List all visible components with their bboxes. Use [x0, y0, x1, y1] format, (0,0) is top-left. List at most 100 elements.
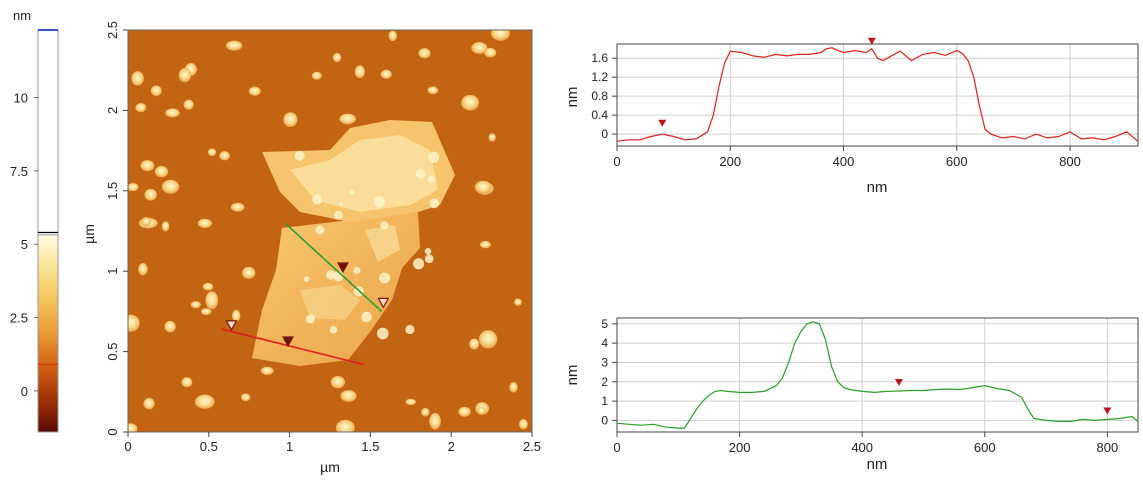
- afm-x-tick-label: 1.5: [361, 439, 379, 454]
- surface-particle: [490, 30, 510, 41]
- flake-particle: [305, 314, 316, 324]
- flake-particle: [312, 194, 323, 205]
- afm-x-tick-label: 2: [448, 439, 455, 454]
- surface-particle: [458, 406, 471, 417]
- surface-particle: [421, 407, 430, 417]
- surface-particle: [144, 188, 157, 201]
- surface-particle: [161, 179, 180, 194]
- afm-y-tick-label: 1.5: [105, 182, 120, 200]
- surface-particle: [354, 65, 365, 79]
- green-profile-y-tick-label: 4: [601, 336, 608, 350]
- surface-particle: [194, 394, 215, 409]
- cursor-marker-filled-red-line: [281, 336, 295, 348]
- surface-particle: [140, 160, 155, 172]
- red-profile-x-tick-label: 400: [833, 154, 855, 169]
- green-profile-y-tick-label: 3: [601, 355, 608, 369]
- surface-particle: [242, 266, 256, 279]
- surface-particle: [260, 366, 274, 376]
- cursor-marker-open-red-line: [225, 320, 238, 332]
- red-profile-y-tick-label: 0.4: [591, 108, 608, 122]
- surface-particle: [150, 85, 162, 97]
- surface-particle: [240, 393, 251, 402]
- flake-particle: [428, 151, 440, 163]
- flake-particle: [361, 311, 372, 323]
- surface-particle: [232, 309, 241, 322]
- surface-particle: [283, 112, 298, 127]
- surface-particle: [474, 180, 492, 194]
- red-profile-line: [221, 328, 365, 366]
- green-profile-x-tick-label: 800: [1097, 440, 1119, 455]
- flake-particle: [379, 272, 391, 284]
- afm-x-tick-label: 0.5: [200, 439, 218, 454]
- cursor-marker-filled-green-line: [336, 262, 349, 274]
- colorbar-gradient: [37, 234, 59, 433]
- surface-particle: [471, 41, 488, 54]
- red-profile-y-tick-label: 1.6: [591, 51, 608, 65]
- surface-particle: [461, 94, 479, 111]
- green-profile-cursor-marker: [1103, 407, 1112, 415]
- surface-particle: [178, 68, 192, 83]
- green-profile-cursor-marker: [894, 379, 903, 387]
- surface-particle: [190, 301, 201, 309]
- surface-particle: [479, 330, 498, 349]
- afm-y-axis-label: µm: [81, 224, 97, 244]
- green-profile-series: [616, 321, 1139, 429]
- flake-particle: [380, 221, 389, 230]
- flake-particle: [294, 150, 305, 161]
- red-profile-x-tick-label: 0: [613, 154, 620, 169]
- red-profile-plot-area: [616, 43, 1139, 147]
- surface-particle: [477, 407, 486, 415]
- surface-particle: [161, 221, 170, 232]
- green-profile-y-tick-label: 2: [601, 375, 608, 389]
- colorbar-unit-label: nm: [13, 8, 31, 23]
- afm-y-tick-label: 2.5: [105, 21, 120, 39]
- red-profile-y-tick-label: 0.8: [591, 89, 608, 103]
- green-profile-x-tick-label: 400: [851, 440, 873, 455]
- flake-particle: [315, 225, 325, 235]
- green-profile-chart: 0 1 2 3 4 5 0 200 400 600 800 nm nm: [564, 317, 1139, 473]
- flake-particle: [373, 196, 385, 208]
- red-profile-y-tick-label: 0: [601, 127, 608, 141]
- green-profile-line: [284, 222, 383, 312]
- surface-particle: [128, 314, 140, 332]
- surface-particle: [427, 86, 439, 95]
- flake-particle: [429, 198, 440, 209]
- surface-particle: [207, 148, 217, 157]
- surface-particle: [200, 308, 212, 316]
- red-profile-y-axis-label: nm: [564, 87, 581, 108]
- red-profile-y-tick-label: 1.2: [591, 70, 608, 84]
- surface-particle: [388, 30, 397, 42]
- red-profile-chart: 0 0.4 0.8 1.2 1.6 0 200 400 600 800 nm nm: [564, 37, 1139, 196]
- surface-particle: [230, 202, 245, 212]
- colorbar-white-region: [37, 29, 59, 236]
- surface-particle: [135, 103, 147, 113]
- surface-particle: [197, 218, 212, 228]
- surface-particle: [429, 413, 441, 430]
- green-profile-x-axis-label: nm: [867, 456, 888, 473]
- afm-y-tick-label: 0.5: [105, 343, 120, 361]
- afm-height-map: [128, 30, 532, 432]
- flake-particle: [303, 276, 310, 282]
- flake-particle: [427, 175, 435, 184]
- surface-particle: [202, 282, 214, 291]
- surface-particle: [380, 69, 392, 79]
- flake-particle: [338, 201, 344, 207]
- afm-x-tick-label: 1: [286, 439, 293, 454]
- green-profile-y-tick-label: 0: [601, 413, 608, 427]
- cursor-marker-open-green-line: [377, 297, 390, 309]
- surface-particle: [141, 217, 152, 226]
- flake-particle: [325, 270, 336, 280]
- flake-particle: [353, 266, 361, 275]
- colorbar-tick-label: 0: [21, 384, 28, 399]
- surface-particle: [488, 133, 496, 142]
- green-profile-plot-area: [616, 317, 1139, 433]
- surface-particle: [248, 86, 261, 96]
- red-profile-x-tick-label: 800: [1059, 154, 1081, 169]
- flake-particle: [413, 258, 425, 270]
- surface-particle: [519, 419, 528, 430]
- surface-particle: [405, 398, 417, 406]
- surface-particle: [332, 52, 342, 63]
- surface-particle: [183, 99, 194, 110]
- red-profile-cursor-marker: [658, 119, 667, 127]
- afm-x-tick-label: 0: [124, 439, 131, 454]
